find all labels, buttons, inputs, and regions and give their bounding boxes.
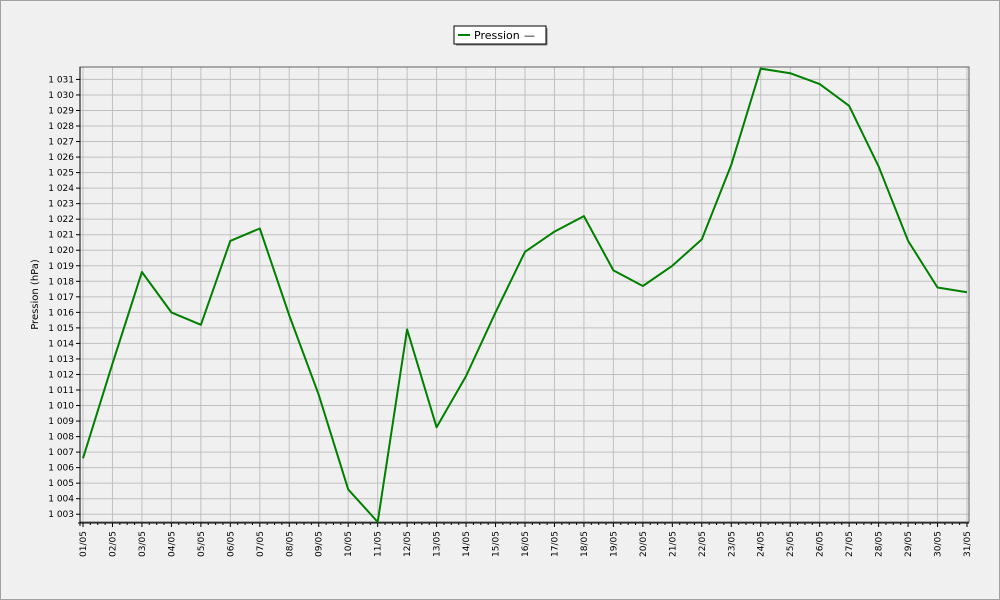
y-tick-label: 1 015 — [48, 324, 74, 334]
x-tick-label: 03/05 — [138, 531, 148, 557]
y-tick-label: 1 024 — [48, 184, 74, 194]
y-tick-label: 1 031 — [48, 75, 74, 85]
x-tick-label: 20/05 — [639, 531, 649, 557]
legend-label: Pression — [474, 29, 520, 42]
x-tick-label: 19/05 — [609, 531, 619, 557]
x-tick-label: 06/05 — [226, 531, 236, 557]
series-line-pression — [82, 67, 968, 523]
y-tick-label: 1 030 — [48, 91, 74, 101]
y-tick-label: 1 006 — [48, 464, 74, 474]
x-axis-ticks: 01/05 02/05 03/05 04/05 05/05 06/05 07/05 08/05… — [79, 523, 973, 557]
legend[interactable]: Pression — — [453, 25, 548, 46]
x-tick-label: 09/05 — [315, 531, 325, 557]
y-tick-label: 1 029 — [48, 106, 74, 116]
y-tick-label: 1 023 — [48, 200, 74, 210]
y-tick-label: 1 028 — [48, 122, 74, 132]
x-tick-label: 24/05 — [757, 531, 767, 557]
x-tick-label: 10/05 — [344, 531, 354, 557]
x-tick-label: 01/05 — [79, 531, 89, 557]
y-tick-label: 1 013 — [48, 355, 74, 365]
x-tick-label: 08/05 — [285, 531, 295, 557]
x-tick-label: 31/05 — [963, 531, 973, 557]
series-layer — [82, 67, 968, 523]
x-tick-label: 05/05 — [197, 531, 207, 557]
y-tick-label: 1 007 — [48, 448, 74, 458]
x-tick-label: 04/05 — [167, 531, 177, 557]
y-tick-label: 1 004 — [48, 495, 74, 505]
legend-suffix: — — [524, 29, 535, 42]
x-tick-label: 27/05 — [845, 531, 855, 557]
y-tick-label: 1 008 — [48, 433, 74, 443]
y-tick-label: 1 005 — [48, 479, 74, 489]
y-tick-label: 1 010 — [48, 402, 74, 412]
y-tick-label: 1 027 — [48, 138, 74, 148]
y-tick-label: 1 018 — [48, 277, 74, 287]
x-tick-label: 30/05 — [934, 531, 944, 557]
y-tick-label: 1 022 — [48, 215, 74, 225]
y-tick-label: 1 020 — [48, 246, 74, 256]
y-tick-label: 1 019 — [48, 262, 74, 272]
x-tick-label: 12/05 — [403, 531, 413, 557]
x-tick-label: 17/05 — [550, 531, 560, 557]
y-tick-label: 1 011 — [48, 386, 74, 396]
x-tick-label: 07/05 — [256, 531, 266, 557]
y-tick-label: 1 025 — [48, 169, 74, 179]
grid-lines — [80, 67, 969, 522]
x-tick-label: 11/05 — [374, 531, 384, 557]
x-tick-label: 18/05 — [580, 531, 590, 557]
y-tick-label: 1 016 — [48, 308, 74, 318]
y-tick-label: 1 014 — [48, 339, 74, 349]
x-tick-label: 14/05 — [462, 531, 472, 557]
y-axis-ticks: 1 003 1 004 1 005 1 006 1 007 1 008 1 009 1 010… — [48, 75, 80, 520]
x-tick-label: 15/05 — [492, 531, 502, 557]
y-tick-label: 1 012 — [48, 370, 74, 380]
x-tick-label: 23/05 — [727, 531, 737, 557]
y-tick-label: 1 003 — [48, 510, 74, 520]
x-tick-label: 25/05 — [786, 531, 796, 557]
y-tick-label: 1 021 — [48, 231, 74, 241]
x-tick-label: 28/05 — [875, 531, 885, 557]
x-tick-label: 13/05 — [433, 531, 443, 557]
x-tick-label: 02/05 — [108, 531, 118, 557]
x-tick-label: 26/05 — [816, 531, 826, 557]
y-axis-title: Pression (hPa) — [30, 259, 41, 330]
y-tick-label: 1 009 — [48, 417, 74, 427]
y-tick-label: 1 026 — [48, 153, 74, 163]
x-tick-label: 22/05 — [698, 531, 708, 557]
y-tick-label: 1 017 — [48, 293, 74, 303]
x-tick-label: 29/05 — [904, 531, 914, 557]
x-tick-label: 16/05 — [521, 531, 531, 557]
x-tick-label: 21/05 — [668, 531, 678, 557]
legend-box — [453, 25, 547, 45]
